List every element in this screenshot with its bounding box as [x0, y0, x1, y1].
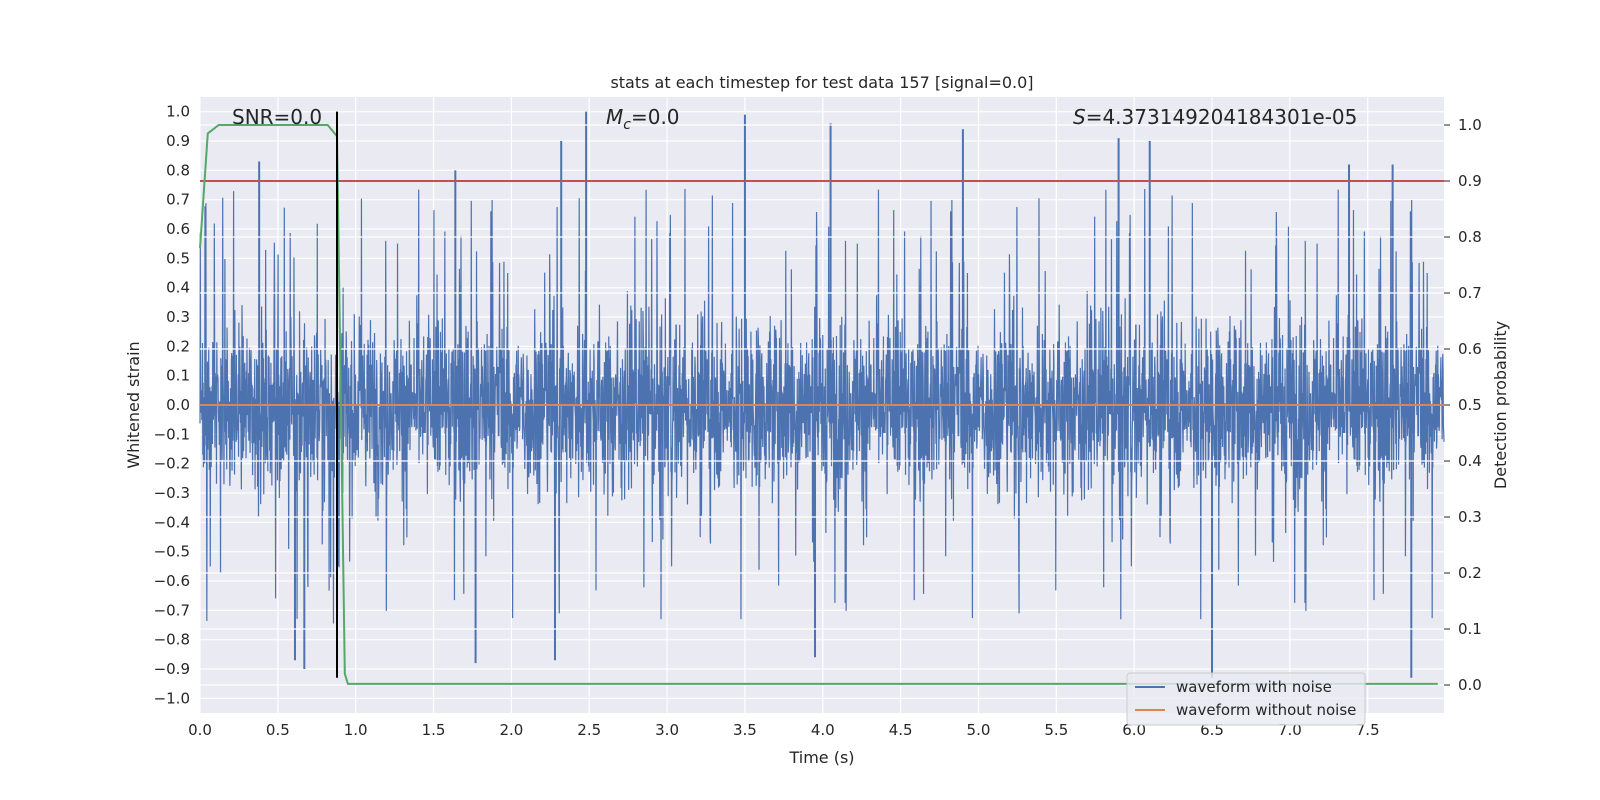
- y-tick-label: 1.0: [166, 103, 190, 121]
- y2-tick-label: 0.4: [1458, 452, 1482, 470]
- x-tick-label: 3.5: [733, 721, 757, 739]
- y-tick-label: −0.3: [154, 484, 190, 502]
- s-value: =4.373149204184301e-05: [1086, 105, 1358, 129]
- x-tick-label: 2.5: [577, 721, 601, 739]
- y-tick-label: 0.4: [166, 279, 190, 297]
- x-axis-label: Time (s): [788, 748, 854, 767]
- noisy-waveform-line: [199, 189, 1445, 624]
- x-tick-label: 3.0: [655, 721, 679, 739]
- y-tick-label: −0.7: [154, 601, 190, 619]
- x-tick-label: 0.0: [188, 721, 212, 739]
- legend: waveform with noise waveform without noi…: [1126, 672, 1366, 726]
- y2-tick-label: 0.7: [1458, 284, 1482, 302]
- y2-tick-label: 0.5: [1458, 396, 1482, 414]
- x-tick-label: 2.0: [499, 721, 523, 739]
- y-tick-label: 0.6: [166, 220, 190, 238]
- y-tick-label: −0.5: [154, 543, 190, 561]
- y-tick-label: −1.0: [154, 689, 190, 707]
- x-tick-label: 5.5: [1044, 721, 1068, 739]
- x-tick-label: 1.0: [344, 721, 368, 739]
- y-tick-label: −0.9: [154, 660, 190, 678]
- waveforms: [199, 111, 1445, 686]
- chirp-mass-subscript: c: [623, 117, 631, 133]
- y2-tick-label: 0.9: [1458, 172, 1482, 190]
- y2-axis-ticks: 1.0 0.9 0.8 0.7 0.6 0.5 0.4 0.3 0.2 0.1 0.0: [1444, 116, 1482, 694]
- y-tick-label: 0.3: [166, 308, 190, 326]
- y2-tick-label: 0.2: [1458, 564, 1482, 582]
- legend-label-clean: waveform without noise: [1176, 701, 1356, 719]
- y2-tick-label: 0.1: [1458, 620, 1482, 638]
- y-tick-label: −0.2: [154, 455, 190, 473]
- chirp-mass-symbol: M: [606, 105, 623, 129]
- y-tick-label: 0.9: [166, 132, 190, 150]
- y2-tick-label: 0.3: [1458, 508, 1482, 526]
- y-tick-label: 0.1: [166, 367, 190, 385]
- y-tick-label: 0.0: [166, 396, 190, 414]
- y-tick-label: −0.1: [154, 425, 190, 443]
- x-tick-label: 5.0: [967, 721, 991, 739]
- s-symbol: S: [1073, 105, 1086, 129]
- y-tick-label: 0.8: [166, 161, 190, 179]
- y2-tick-label: 1.0: [1458, 116, 1482, 134]
- y-tick-label: −0.8: [154, 631, 190, 649]
- y2-tick-label: 0.8: [1458, 228, 1482, 246]
- x-tick-label: 4.0: [811, 721, 835, 739]
- y-tick-label: 0.7: [166, 191, 190, 209]
- y2-axis-label: Detection probability: [1491, 321, 1510, 489]
- x-tick-label: 0.5: [266, 721, 290, 739]
- y-tick-label: 0.5: [166, 249, 190, 267]
- chart-title: stats at each timestep for test data 157…: [610, 73, 1033, 92]
- detection-probability-line: [199, 124, 1438, 685]
- s-annotation: S=4.373149204184301e-05: [1073, 105, 1357, 129]
- chirp-mass-value: =0.0: [631, 105, 680, 129]
- legend-label-noisy: waveform with noise: [1176, 678, 1332, 696]
- y-tick-label: 0.2: [166, 337, 190, 355]
- x-tick-label: 4.5: [889, 721, 913, 739]
- y2-tick-label: 0.0: [1458, 676, 1482, 694]
- x-tick-label: 1.5: [422, 721, 446, 739]
- snr-annotation: SNR=0.0: [232, 105, 322, 129]
- y-axis-label: Whitened strain: [124, 341, 143, 468]
- y-tick-label: −0.4: [154, 513, 190, 531]
- chirp-mass-annotation: Mc=0.0: [606, 105, 680, 133]
- y-axis-ticks: 1.0 0.9 0.8 0.7 0.6 0.5 0.4 0.3 0.2 0.1 0.0 −0.1 −0.…: [154, 103, 190, 708]
- legend-box: [1126, 672, 1366, 726]
- y-tick-label: −0.6: [154, 572, 190, 590]
- y2-tick-label: 0.6: [1458, 340, 1482, 358]
